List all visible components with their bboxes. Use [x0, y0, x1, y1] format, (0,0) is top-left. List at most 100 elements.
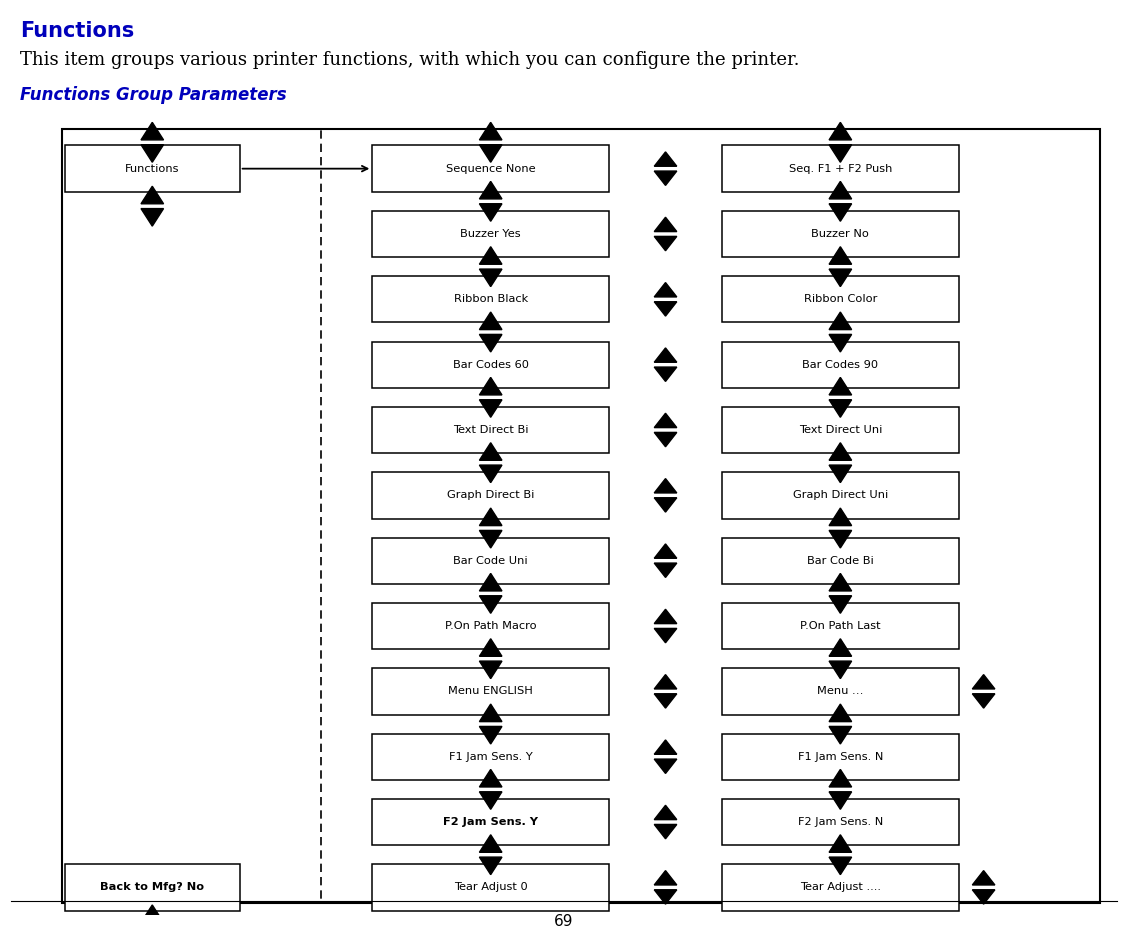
Polygon shape: [479, 508, 502, 526]
Polygon shape: [654, 805, 677, 820]
Polygon shape: [829, 596, 852, 614]
Bar: [65, 146, 240, 191]
Bar: [722, 864, 959, 911]
Polygon shape: [654, 347, 677, 362]
Polygon shape: [972, 870, 995, 885]
Polygon shape: [829, 835, 852, 853]
Polygon shape: [829, 531, 852, 548]
Polygon shape: [479, 531, 502, 548]
Text: F1 Jam Sens. N: F1 Jam Sens. N: [797, 752, 883, 762]
Polygon shape: [141, 905, 164, 923]
Bar: [372, 864, 609, 911]
Polygon shape: [829, 400, 852, 417]
Polygon shape: [479, 639, 502, 657]
Polygon shape: [141, 186, 164, 204]
Polygon shape: [829, 204, 852, 221]
Polygon shape: [829, 122, 852, 140]
Polygon shape: [654, 432, 677, 446]
Polygon shape: [479, 465, 502, 483]
Polygon shape: [654, 609, 677, 624]
Polygon shape: [829, 181, 852, 199]
Polygon shape: [654, 498, 677, 512]
Polygon shape: [654, 544, 677, 559]
Text: F2 Jam Sens. Y: F2 Jam Sens. Y: [443, 817, 538, 827]
Polygon shape: [479, 573, 502, 591]
Bar: [722, 342, 959, 388]
Bar: [372, 276, 609, 322]
Polygon shape: [654, 302, 677, 316]
Polygon shape: [141, 145, 164, 163]
Text: P.On Path Macro: P.On Path Macro: [444, 621, 537, 631]
Bar: [372, 799, 609, 845]
Text: Menu ENGLISH: Menu ENGLISH: [448, 686, 534, 697]
Polygon shape: [654, 674, 677, 689]
Text: Graph Direct Uni: Graph Direct Uni: [793, 490, 888, 501]
Bar: [372, 407, 609, 453]
Polygon shape: [479, 334, 502, 352]
Polygon shape: [479, 792, 502, 810]
Text: F2 Jam Sens. N: F2 Jam Sens. N: [797, 817, 883, 827]
Text: Menu …: Menu …: [817, 686, 864, 697]
Text: Functions Group Parameters: Functions Group Parameters: [20, 86, 287, 104]
Text: 69: 69: [554, 914, 574, 929]
Text: Bar Codes 90: Bar Codes 90: [802, 360, 879, 370]
Text: Seq. F1 + F2 Push: Seq. F1 + F2 Push: [788, 163, 892, 174]
Polygon shape: [654, 870, 677, 885]
Text: Graph Direct Bi: Graph Direct Bi: [447, 490, 535, 501]
Text: Sequence None: Sequence None: [446, 163, 536, 174]
Text: Tear Adjust ....: Tear Adjust ....: [800, 883, 881, 892]
Polygon shape: [829, 443, 852, 460]
Polygon shape: [654, 367, 677, 381]
Polygon shape: [829, 704, 852, 722]
Polygon shape: [654, 171, 677, 186]
Polygon shape: [654, 629, 677, 643]
Bar: [372, 342, 609, 388]
Polygon shape: [479, 857, 502, 874]
Text: Text Direct Uni: Text Direct Uni: [799, 425, 882, 435]
Text: Functions: Functions: [125, 163, 179, 174]
Polygon shape: [141, 208, 164, 226]
Text: This item groups various printer functions, with which you can configure the pri: This item groups various printer functio…: [20, 51, 800, 69]
Text: Ribbon Color: Ribbon Color: [803, 294, 878, 304]
Text: Back to Mfg? No: Back to Mfg? No: [100, 883, 204, 892]
Polygon shape: [972, 890, 995, 904]
Bar: [372, 733, 609, 780]
Text: Text Direct Bi: Text Direct Bi: [453, 425, 528, 435]
Polygon shape: [654, 478, 677, 493]
Polygon shape: [479, 145, 502, 163]
Text: P.On Path Last: P.On Path Last: [800, 621, 881, 631]
Polygon shape: [479, 835, 502, 853]
Polygon shape: [829, 269, 852, 287]
Bar: [372, 602, 609, 649]
Polygon shape: [829, 727, 852, 744]
Polygon shape: [479, 204, 502, 221]
Text: Tear Adjust 0: Tear Adjust 0: [453, 883, 528, 892]
Text: Bar Code Uni: Bar Code Uni: [453, 556, 528, 566]
Bar: [722, 538, 959, 584]
Text: Buzzer Yes: Buzzer Yes: [460, 229, 521, 239]
Bar: [372, 538, 609, 584]
Polygon shape: [654, 825, 677, 839]
Polygon shape: [654, 236, 677, 250]
Polygon shape: [479, 377, 502, 395]
Bar: [722, 146, 959, 191]
Bar: [722, 799, 959, 845]
Bar: [372, 146, 609, 191]
Polygon shape: [654, 283, 677, 297]
Bar: [321, 129, 1100, 903]
Polygon shape: [479, 312, 502, 330]
Polygon shape: [829, 247, 852, 264]
Text: Buzzer No: Buzzer No: [811, 229, 870, 239]
Polygon shape: [829, 639, 852, 657]
Text: Bar Code Bi: Bar Code Bi: [807, 556, 874, 566]
Polygon shape: [479, 122, 502, 140]
Polygon shape: [829, 857, 852, 874]
Bar: [722, 407, 959, 453]
Polygon shape: [479, 247, 502, 264]
Bar: [65, 864, 240, 911]
Polygon shape: [141, 122, 164, 140]
Polygon shape: [829, 334, 852, 352]
Polygon shape: [479, 704, 502, 722]
Bar: [722, 211, 959, 257]
Polygon shape: [829, 377, 852, 395]
